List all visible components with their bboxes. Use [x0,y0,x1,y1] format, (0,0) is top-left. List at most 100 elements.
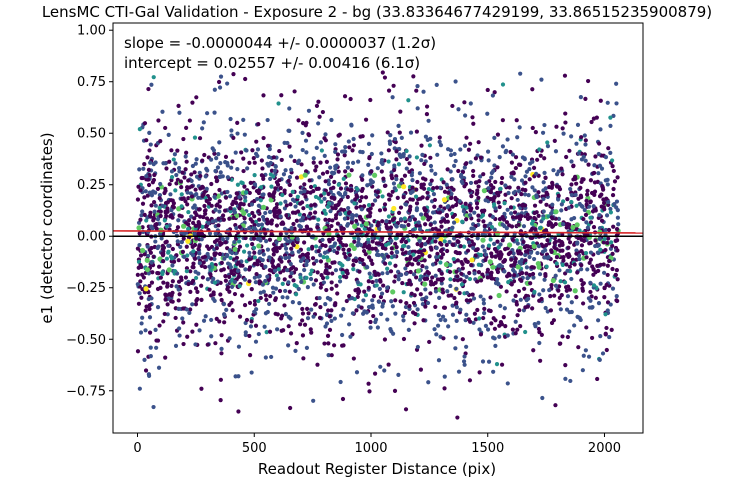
scatter-point [475,236,480,241]
scatter-point [190,329,195,334]
scatter-point [140,315,145,320]
scatter-point [442,189,448,194]
scatter-point [614,199,620,204]
scatter-point [309,307,314,312]
scatter-point [602,236,607,242]
scatter-point [482,248,487,253]
scatter-point [347,322,352,327]
scatter-point [513,331,518,336]
scatter-point [247,226,252,231]
scatter-point [218,397,223,403]
scatter-point [349,188,354,193]
scatter-point [207,287,212,292]
scatter-point [137,167,142,172]
scatter-point [509,160,514,165]
scatter-point [213,341,218,346]
scatter-point [187,118,192,123]
scatter-point [606,146,611,151]
scatter-point [274,245,279,251]
scatter-point [145,193,150,198]
scatter-point [251,236,257,241]
scatter-point [265,143,271,148]
scatter-point [483,252,488,257]
scatter-point [340,270,345,276]
scatter-point [419,182,424,187]
scatter-point [307,178,312,183]
scatter-point [599,218,605,223]
scatter-point [408,130,414,135]
scatter-point [326,201,332,206]
scatter-point [435,152,440,157]
scatter-point [236,409,241,414]
scatter-point [515,135,520,140]
scatter-point [254,232,259,237]
scatter-point [490,276,495,281]
scatter-point [444,242,449,248]
scatter-point [171,201,176,206]
scatter-point [229,128,234,133]
scatter-point [286,178,291,183]
scatter-point [588,250,594,255]
scatter-point [485,275,490,280]
scatter-point [140,201,146,206]
scatter-point [393,241,398,246]
scatter-point [571,164,576,169]
scatter-point [442,386,447,391]
scatter-point [176,218,181,223]
scatter-point [349,213,355,218]
scatter-point [572,262,577,267]
x-tick-label: 2000 [588,441,621,456]
scatter-point [283,246,289,251]
scatter-point [298,322,303,327]
scatter-point [372,371,378,376]
scatter-point [311,160,316,165]
scatter-point [324,159,329,164]
scatter-point [367,255,372,260]
scatter-point [398,109,403,114]
scatter-point [500,144,506,149]
scatter-point [162,218,167,223]
scatter-point [253,280,258,285]
scatter-point [483,198,488,203]
scatter-point [284,203,289,208]
scatter-point [453,196,458,202]
scatter-point [276,267,281,272]
scatter-point [566,245,571,250]
scatter-point [601,197,606,202]
scatter-point [296,158,302,163]
scatter-point [581,216,586,222]
scatter-point [471,173,476,178]
scatter-point [241,168,246,174]
scatter-point [602,285,607,291]
scatter-point [283,288,288,294]
scatter-point [227,336,232,341]
scatter-point [423,287,428,292]
scatter-point [565,268,570,273]
scatter-point [545,144,551,149]
scatter-point [509,174,514,180]
scatter-point [510,152,515,157]
scatter-point [259,158,264,163]
scatter-point [310,256,316,261]
scatter-point [146,296,151,302]
scatter-point [399,223,404,229]
scatter-point [542,277,547,282]
scatter-point [603,247,608,253]
scatter-point [319,273,324,278]
scatter-point [450,103,455,109]
scatter-point [415,268,421,274]
scatter-point [233,374,238,379]
scatter-point [312,302,318,307]
scatter-point [390,304,395,309]
scatter-point [176,326,182,331]
scatter-point [156,118,161,123]
scatter-point [452,151,457,157]
scatter-point [244,317,250,323]
scatter-point [493,318,498,323]
scatter-point [272,168,277,174]
scatter-point [329,286,334,291]
scatter-point [329,280,334,285]
scatter-point [523,180,528,185]
scatter-point [336,169,341,174]
scatter-point [308,271,313,277]
